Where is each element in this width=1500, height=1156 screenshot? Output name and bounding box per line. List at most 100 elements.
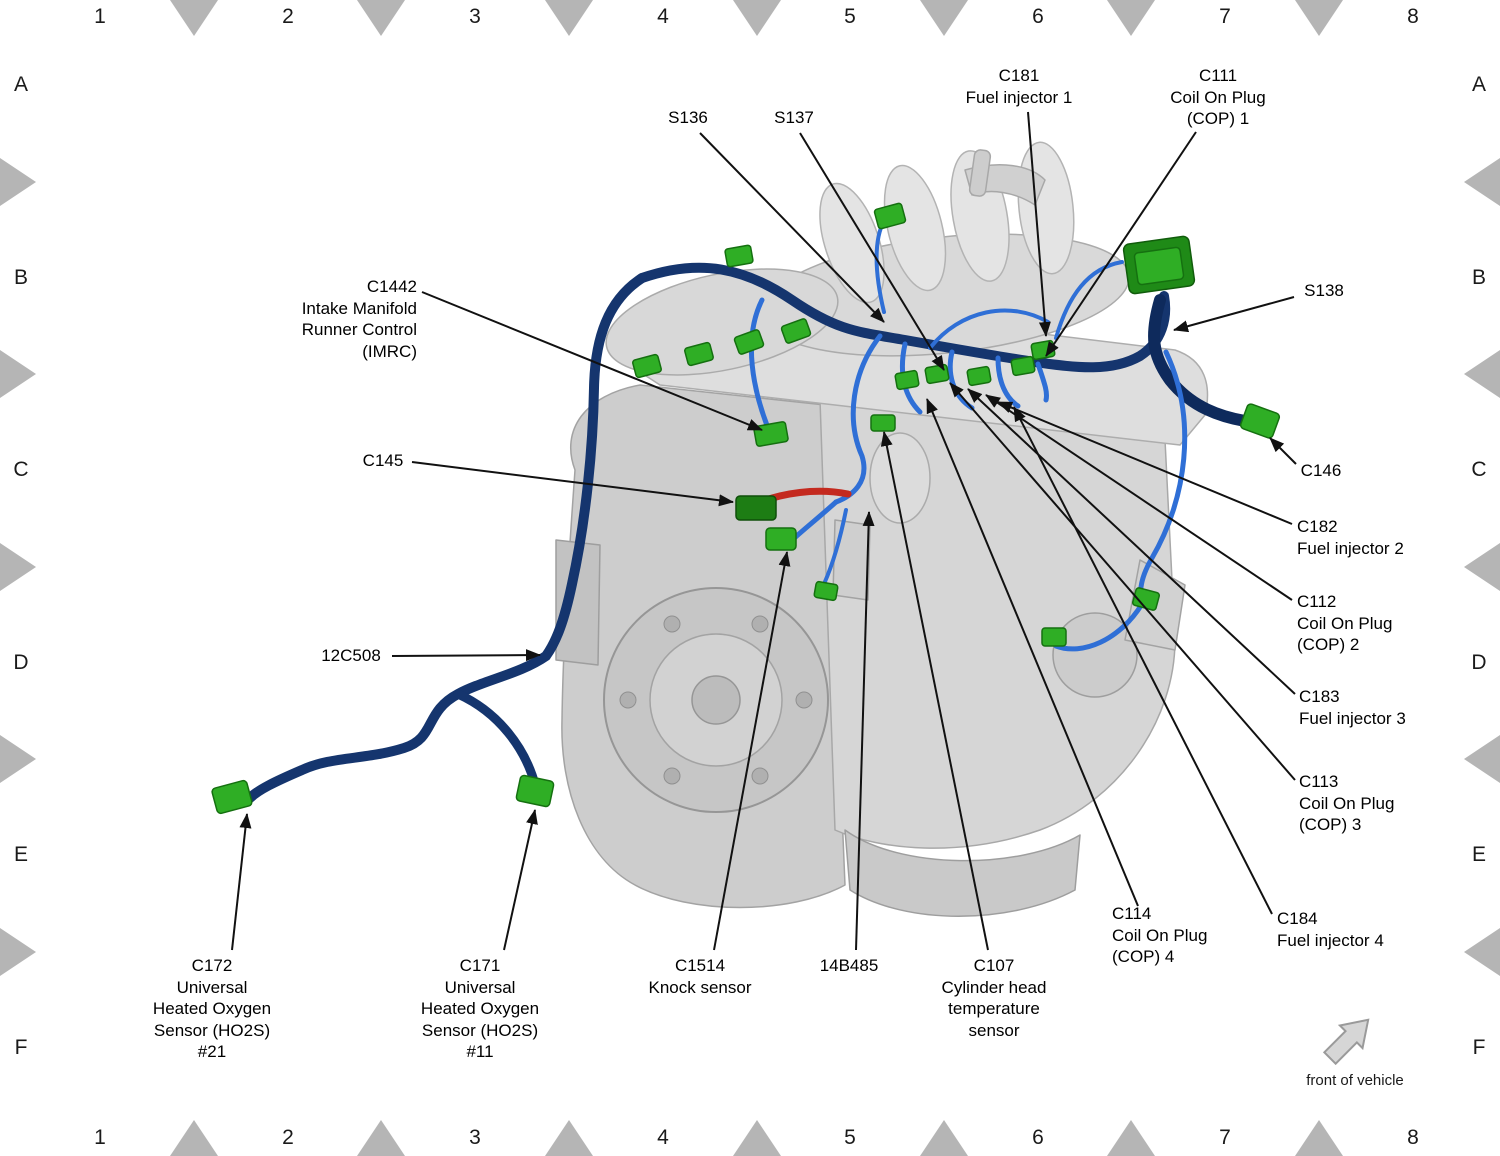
fold-marker-left [0,350,36,398]
fold-marker-top [545,0,593,36]
leader-c171 [503,809,538,951]
connector [894,369,920,391]
harness-trunk-right [1148,294,1251,427]
grid-col-top-2: 2 [282,5,294,28]
callout-line: sensor [968,1020,1020,1040]
callout-line: (COP) 4 [1112,947,1175,966]
callout-12c508: 12C508 [321,645,381,667]
callout-line: Sensor (HO2S) [153,1020,271,1040]
connectors [211,202,1281,815]
connector-block-inner [1133,246,1185,286]
leader-c111 [1045,131,1197,357]
callout-c111: C111 Coil On Plug (COP) 1 [1170,65,1265,130]
grid-row-left-f: F [14,1036,28,1059]
callout-c172: C172 Universal Heated Oxygen Sensor (HO2… [153,955,271,1063]
callout-line: Fuel injector 2 [1297,538,1404,558]
connector [966,365,992,387]
callout-line: S137 [774,108,814,127]
callout-line: Fuel injector 1 [965,87,1073,107]
connector [1041,627,1067,647]
grid-col-bottom-2: 2 [282,1126,294,1149]
wire-injector-4 [1035,361,1049,403]
callout-s137: S137 [774,107,814,129]
leader-c145 [411,461,734,507]
grid-row-right-a: A [1471,73,1486,96]
callout-line: Coil On Plug [1170,87,1266,107]
leader-c181 [1027,111,1051,337]
callout-line: C181 [998,66,1040,85]
fold-marker-bottom [733,1120,781,1156]
callout-line: (COP) 3 [1299,815,1362,834]
grid-col-bottom-4: 4 [657,1126,669,1149]
leader-c1442 [421,291,763,431]
grid-row-left-a: A [13,73,28,96]
fold-marker-right [1464,928,1500,976]
callout-line: Coil On Plug [1299,793,1395,813]
callout-line: C183 [1299,687,1340,706]
intake-runners [819,141,1075,304]
connector [780,318,812,344]
callout-line: C145 [362,451,404,470]
callout-line: Runner Control [301,320,417,339]
callout-line: C112 [1297,592,1337,611]
fold-marker-right [1464,350,1500,398]
callout-line: (COP) 1 [1186,109,1250,128]
oil-pan [844,829,1081,917]
callout-line: Intake Manifold [301,298,417,318]
flywheel-bolts [619,615,813,785]
fold-marker-bottom [357,1120,405,1156]
leader-c107 [880,431,989,951]
callout-c1514: C1514 Knock sensor [649,955,752,998]
fold-marker-bottom [1295,1120,1343,1156]
grid-col-bottom-7: 7 [1219,1126,1231,1149]
callout-line: Knock sensor [648,977,752,997]
callout-c1442: C1442 Intake Manifold Runner Control (IM… [302,276,417,362]
callout-c114: C114 Coil On Plug (COP) 4 [1112,903,1207,968]
callout-line: C1442 [366,277,417,296]
callout-line: Cylinder head [941,977,1047,997]
grid-row-left-c: C [13,458,29,481]
callout-line: C171 [459,956,501,975]
fold-marker-top [1107,0,1155,36]
connector [1010,355,1036,377]
leader-c184 [1013,406,1273,915]
connector [873,202,907,230]
connector [733,329,765,355]
callout-line: S136 [668,108,708,127]
grid-row-left-d: D [13,651,29,674]
leader-c182 [997,401,1293,525]
callout-line: C114 [1112,904,1152,923]
grid-col-bottom-8: 8 [1407,1126,1419,1149]
fold-marker-bottom [170,1120,218,1156]
connector [724,244,754,268]
connector [924,363,950,385]
front-cover-detail [832,519,871,601]
front-of-vehicle-label: front of vehicle [1306,1072,1404,1089]
callout-line: C107 [973,956,1015,975]
callout-c112: C112 Coil On Plug (COP) 2 [1297,591,1392,656]
wire-loop-left [833,333,883,505]
connector-c107 [870,414,896,432]
dipstick [968,149,992,197]
engine-illustration [555,141,1209,917]
callout-line: C184 [1277,909,1318,928]
leader-14b485 [855,511,875,951]
leader-s138 [1173,296,1295,333]
callout-c113: C113 Coil On Plug (COP) 3 [1299,771,1394,836]
fold-marker-right [1464,735,1500,783]
fold-marker-top [920,0,968,36]
connector-knock [765,527,797,551]
leader-s137 [799,132,945,371]
leader-s136 [699,132,885,323]
fold-marker-top [1295,0,1343,36]
callout-line: Fuel injector 4 [1277,930,1384,950]
callout-c184: C184 Fuel injector 4 [1277,908,1384,951]
wire-top-arc [928,308,1050,350]
fold-marker-bottom [920,1120,968,1156]
leader-c1514 [713,551,791,951]
callout-line: #11 [466,1042,494,1061]
fold-marker-bottom [1107,1120,1155,1156]
callout-line: C182 [1297,517,1338,536]
callout-line: Fuel injector 3 [1299,708,1406,728]
